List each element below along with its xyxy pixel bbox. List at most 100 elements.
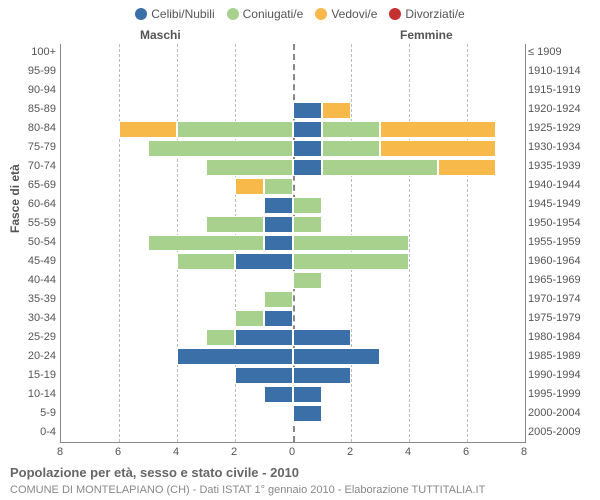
birth-label: 2000-2004 <box>528 407 598 419</box>
pyramid-row <box>61 177 525 196</box>
chart-title: Popolazione per età, sesso e stato civil… <box>10 465 299 480</box>
birth-label: 1945-1949 <box>528 198 598 210</box>
legend-label: Celibi/Nubili <box>151 7 214 21</box>
bar-segment-female <box>293 216 322 233</box>
pyramid-row <box>61 158 525 177</box>
pyramid-row <box>61 82 525 101</box>
bar-segment-male <box>235 367 293 384</box>
bar-segment-female <box>293 235 409 252</box>
bar-segment-female <box>293 329 351 346</box>
bar-segment-female <box>293 121 322 138</box>
x-tick: 2 <box>231 446 237 458</box>
bar-segment-male <box>264 216 293 233</box>
bar-segment-female <box>438 159 496 176</box>
pyramid-row <box>61 234 525 253</box>
bar-segment-male <box>177 253 235 270</box>
legend-label: Coniugati/e <box>243 7 304 21</box>
bar-segment-female <box>293 348 380 365</box>
bar-segment-female <box>293 253 409 270</box>
legend-swatch <box>227 8 239 20</box>
pyramid-row <box>61 385 525 404</box>
age-label: 60-64 <box>0 198 56 210</box>
legend-swatch <box>315 8 327 20</box>
age-label: 25-29 <box>0 331 56 343</box>
birth-label: 1950-1954 <box>528 217 598 229</box>
age-label: 5-9 <box>0 407 56 419</box>
bar-segment-female <box>322 159 438 176</box>
bar-segment-female <box>380 140 496 157</box>
age-label: 20-24 <box>0 350 56 362</box>
bar-segment-female <box>293 367 351 384</box>
bar-segment-male <box>264 197 293 214</box>
birth-label: 1985-1989 <box>528 350 598 362</box>
birth-label: 1910-1914 <box>528 65 598 77</box>
birth-label: 1995-1999 <box>528 388 598 400</box>
pyramid-row <box>61 347 525 366</box>
x-tick: 6 <box>115 446 121 458</box>
bar-segment-female <box>293 272 322 289</box>
bar-segment-female <box>322 140 380 157</box>
chart-container: Celibi/Nubili Coniugati/e Vedovi/e Divorzia… <box>0 0 600 500</box>
birth-label: 1925-1929 <box>528 122 598 134</box>
legend-swatch <box>135 8 147 20</box>
age-label: 40-44 <box>0 274 56 286</box>
age-label: 70-74 <box>0 160 56 172</box>
bar-segment-male <box>119 121 177 138</box>
x-tick: 2 <box>347 446 353 458</box>
pyramid-row <box>61 252 525 271</box>
age-label: 50-54 <box>0 236 56 248</box>
legend-swatch <box>389 8 401 20</box>
bar-segment-male <box>206 159 293 176</box>
pyramid-row <box>61 290 525 309</box>
x-tick: 6 <box>463 446 469 458</box>
pyramid-row <box>61 101 525 120</box>
birth-label: 1930-1934 <box>528 141 598 153</box>
legend-item: Divorziati/e <box>389 6 464 21</box>
x-tick: 0 <box>289 446 295 458</box>
header-male: Maschi <box>140 28 181 42</box>
bar-segment-male <box>235 253 293 270</box>
age-label: 80-84 <box>0 122 56 134</box>
legend-label: Divorziati/e <box>405 7 464 21</box>
pyramid-row <box>61 196 525 215</box>
chart-subtitle: COMUNE DI MONTELAPIANO (CH) - Dati ISTAT… <box>10 484 485 496</box>
pyramid-row <box>61 120 525 139</box>
pyramid-row <box>61 309 525 328</box>
pyramid-row <box>61 139 525 158</box>
birth-label: 1970-1974 <box>528 293 598 305</box>
age-label: 90-94 <box>0 84 56 96</box>
age-label: 15-19 <box>0 369 56 381</box>
birth-label: 1965-1969 <box>528 274 598 286</box>
age-label: 0-4 <box>0 426 56 438</box>
age-label: 45-49 <box>0 255 56 267</box>
pyramid-row <box>61 404 525 423</box>
x-tick: 8 <box>57 446 63 458</box>
x-tick: 4 <box>173 446 179 458</box>
pyramid-row <box>61 328 525 347</box>
age-label: 85-89 <box>0 103 56 115</box>
bar-segment-female <box>322 102 351 119</box>
bar-segment-female <box>293 197 322 214</box>
header-female: Femmine <box>400 28 453 42</box>
bar-segment-male <box>177 121 293 138</box>
legend-label: Vedovi/e <box>331 7 377 21</box>
bar-segment-female <box>380 121 496 138</box>
age-label: 30-34 <box>0 312 56 324</box>
pyramid-row <box>61 366 525 385</box>
birth-label: 1955-1959 <box>528 236 598 248</box>
age-label: 100+ <box>0 46 56 58</box>
bar-segment-male <box>148 140 293 157</box>
age-label: 35-39 <box>0 293 56 305</box>
legend-item: Vedovi/e <box>315 6 377 21</box>
bar-segment-female <box>293 405 322 422</box>
bar-segment-male <box>206 329 235 346</box>
birth-label: 1980-1984 <box>528 331 598 343</box>
bar-segment-male <box>235 178 264 195</box>
x-tick: 8 <box>521 446 527 458</box>
pyramid-row <box>61 423 525 442</box>
birth-label: 1915-1919 <box>528 84 598 96</box>
birth-label: 1975-1979 <box>528 312 598 324</box>
bar-segment-female <box>293 102 322 119</box>
pyramid-row <box>61 271 525 290</box>
x-tick: 4 <box>405 446 411 458</box>
